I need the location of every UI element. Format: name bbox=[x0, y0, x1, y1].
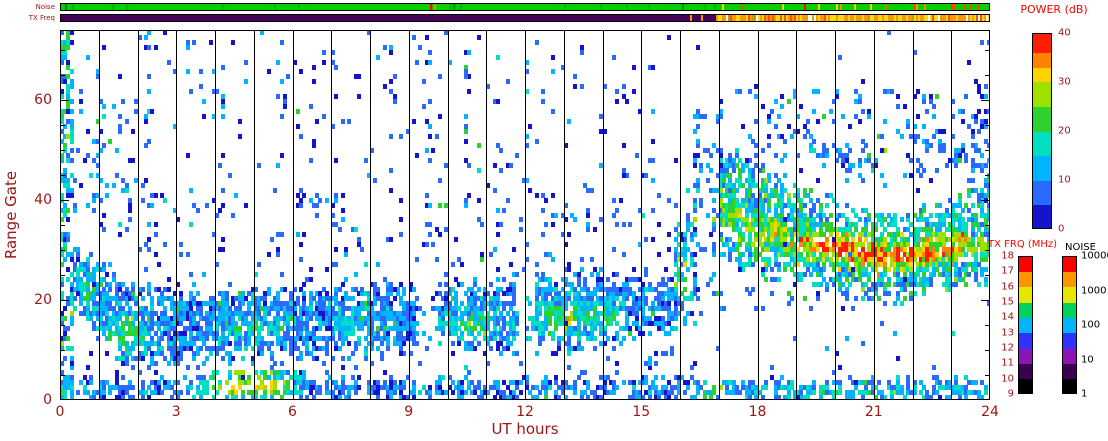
y-tick-label: 20 bbox=[34, 292, 52, 308]
x-axis-title: UT hours bbox=[491, 420, 559, 438]
x-tick-label: 9 bbox=[404, 404, 414, 420]
y-tick-label: 40 bbox=[34, 192, 52, 208]
noise-strip-label: Noise bbox=[35, 3, 55, 11]
y-axis-tick-labels: 0 20 40 60 bbox=[0, 30, 56, 408]
x-tick-label: 21 bbox=[864, 404, 883, 420]
txfrq-colorbar bbox=[1018, 256, 1033, 394]
rti-plot-area bbox=[60, 30, 990, 400]
cb-freq-ticks-label: 14 bbox=[1001, 311, 1014, 323]
noise-indicator-strip bbox=[60, 3, 990, 11]
cb-power-ticks-label: 40 bbox=[1058, 27, 1071, 39]
x-tick-label: 3 bbox=[171, 404, 181, 420]
cb-noise-ticks-label: 100 bbox=[1081, 319, 1101, 331]
y-tick-label: 60 bbox=[34, 92, 52, 108]
cb-noise-ticks-label: 10 bbox=[1081, 354, 1094, 365]
cb-freq-ticks-label: 18 bbox=[1001, 250, 1014, 262]
cb-power-ticks-label: 30 bbox=[1058, 76, 1071, 88]
cb-power-ticks-label: 0 bbox=[1058, 223, 1065, 235]
txfrq-colorbar-ticks: 9 10 11 12 13 14 15 16 17 18 bbox=[990, 251, 1016, 400]
power-colorbar bbox=[1032, 33, 1052, 229]
x-tick-label: 18 bbox=[748, 404, 767, 420]
power-colorbar-title: POWER (dB) bbox=[1020, 3, 1088, 16]
x-tick-label: 15 bbox=[632, 404, 651, 420]
x-tick-label: 24 bbox=[981, 404, 999, 420]
cb-freq-ticks-label: 13 bbox=[1001, 327, 1014, 339]
cb-freq-ticks-label: 17 bbox=[1001, 265, 1014, 277]
cb-freq-ticks-label: 10 bbox=[1001, 373, 1014, 385]
cb-freq-ticks-label: 12 bbox=[1001, 342, 1014, 354]
y-tick-label: 0 bbox=[43, 392, 52, 408]
x-tick-label: 6 bbox=[288, 404, 297, 420]
cb-noise-ticks-label: 1 bbox=[1081, 388, 1088, 400]
cb-freq-ticks-label: 11 bbox=[1001, 357, 1014, 369]
txfrq-colorbar-title: TX FRQ (MHz) bbox=[988, 239, 1058, 250]
cb-noise-ticks-label: 10000 bbox=[1081, 250, 1108, 262]
noise-colorbar bbox=[1062, 256, 1077, 394]
cb-freq-ticks-label: 16 bbox=[1001, 281, 1014, 293]
x-tick-label: 0 bbox=[55, 404, 65, 420]
cb-freq-ticks-label: 9 bbox=[1007, 388, 1014, 400]
cb-noise-ticks-label: 1000 bbox=[1081, 285, 1107, 296]
y-axis-title: Range Gate bbox=[2, 170, 20, 260]
cb-freq-ticks-label: 15 bbox=[1001, 296, 1014, 308]
x-axis-tick-labels: 0 3 6 9 12 15 18 21 24 bbox=[56, 404, 999, 422]
power-colorbar-ticks: 0 10 20 30 40 bbox=[1056, 28, 1086, 235]
cb-power-ticks-label: 20 bbox=[1058, 125, 1071, 137]
cb-power-ticks-label: 10 bbox=[1058, 174, 1071, 186]
noise-colorbar-title: NOISE bbox=[1065, 242, 1096, 253]
noise-colorbar-ticks: 1 10 100 1000 10000 bbox=[1079, 251, 1108, 400]
x-tick-label: 12 bbox=[516, 404, 534, 420]
txfreq-indicator-strip bbox=[60, 14, 990, 22]
txfreq-strip-label: TX Freq bbox=[28, 14, 55, 22]
